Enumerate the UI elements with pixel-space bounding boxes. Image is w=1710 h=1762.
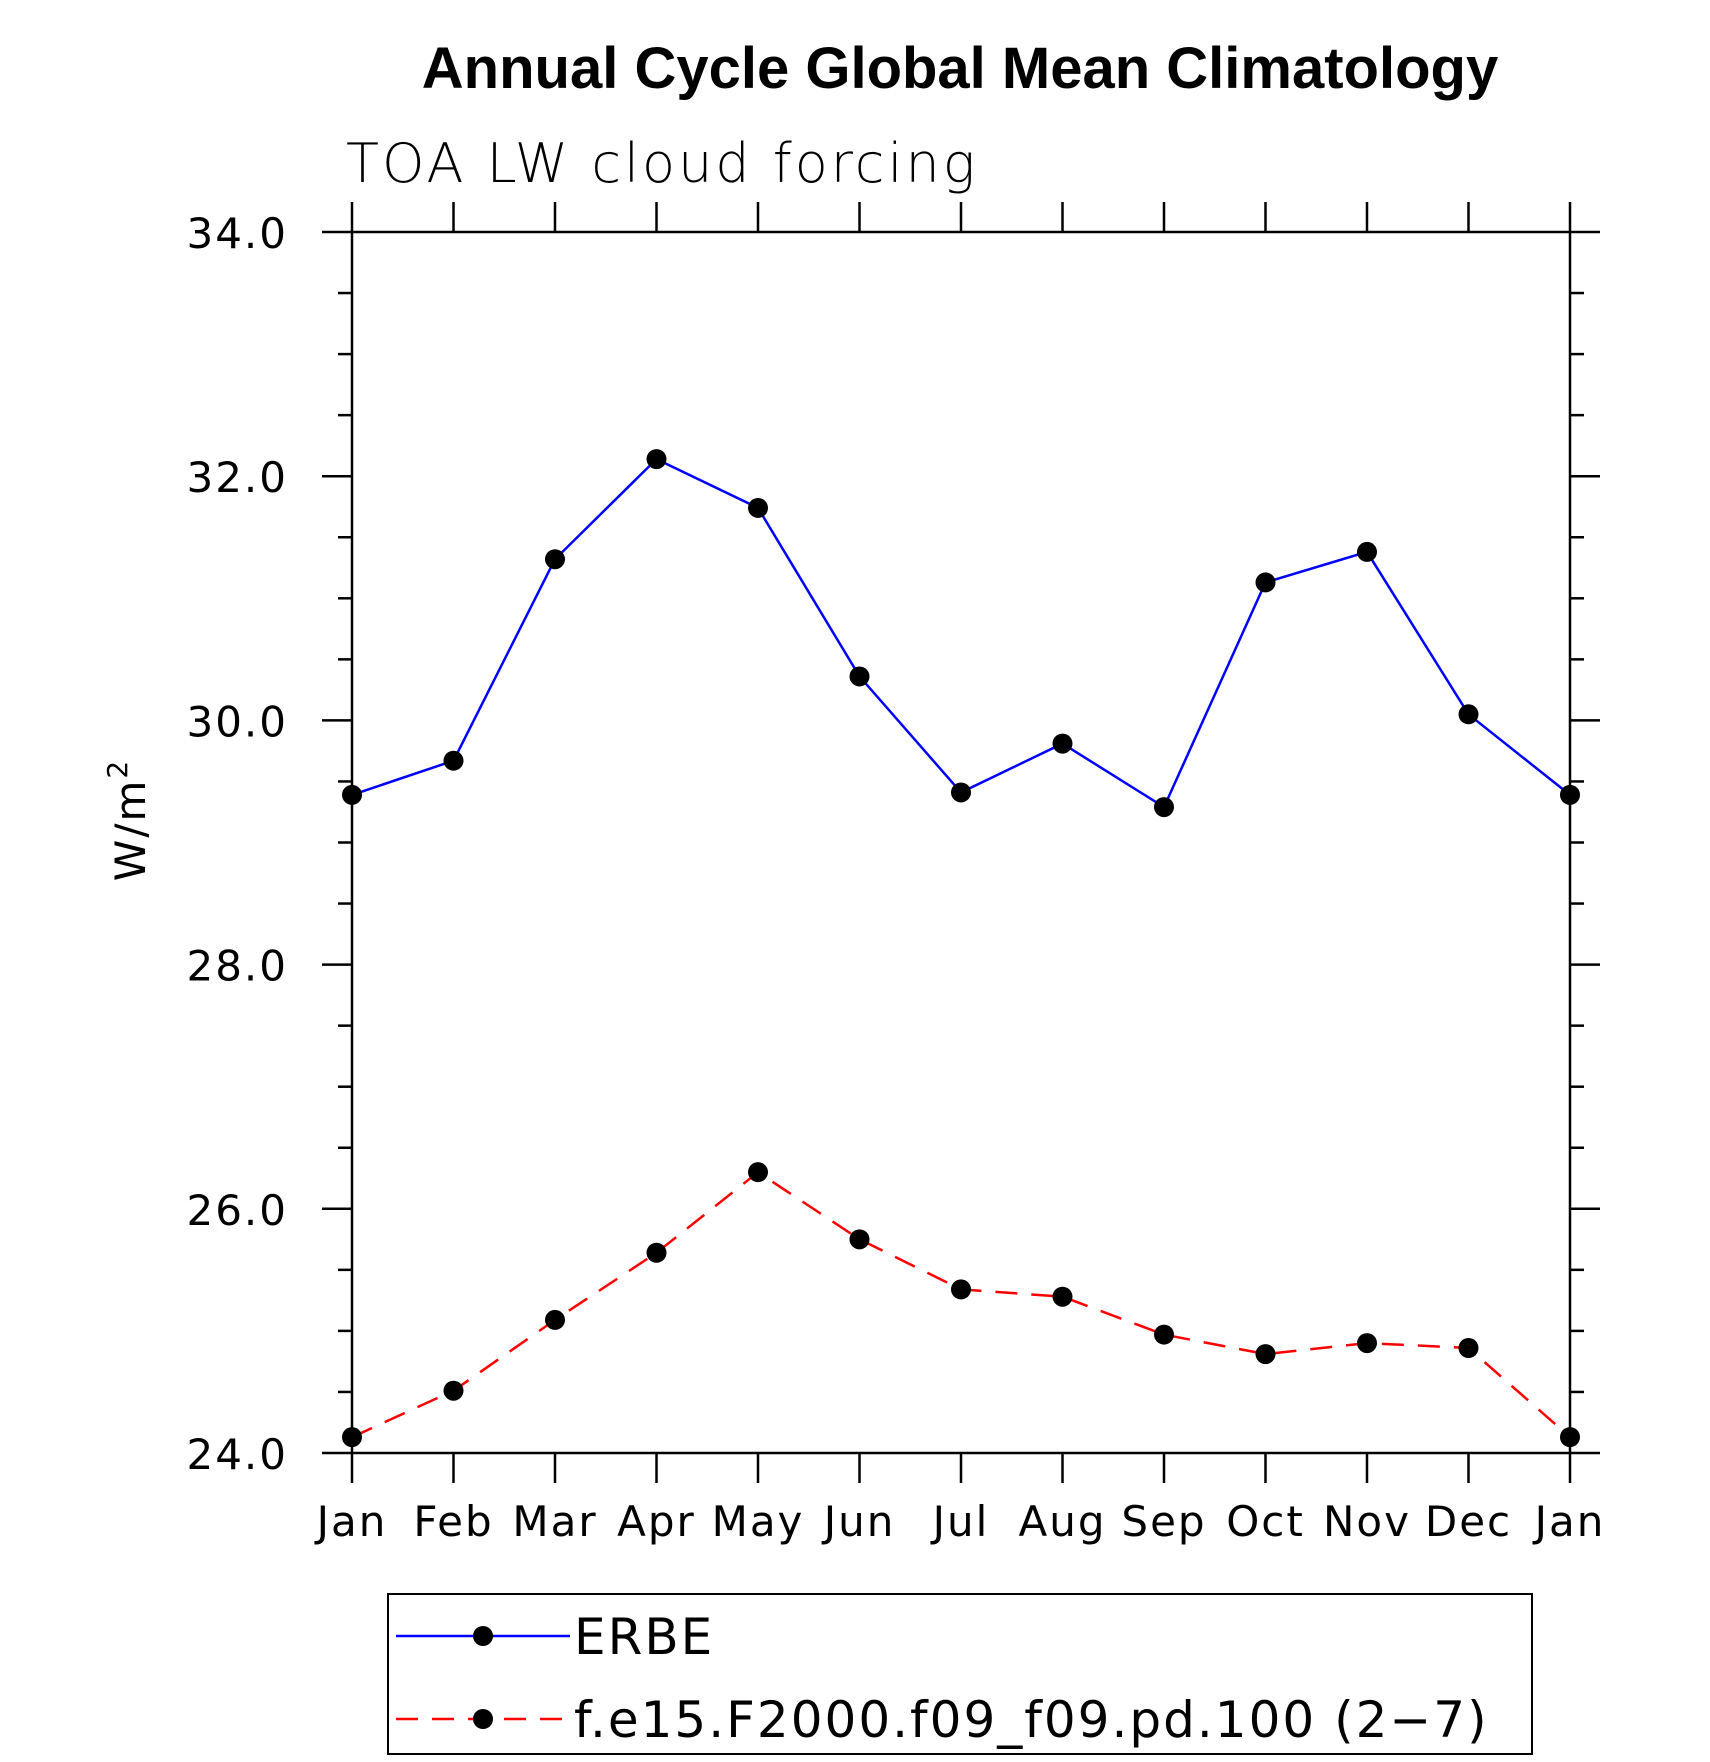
data-point [443, 1380, 464, 1401]
x-tick-label: Mar [512, 1497, 597, 1546]
plot-axes [350, 230, 1572, 1455]
data-point [951, 1279, 971, 1300]
data-point [1560, 1427, 1580, 1448]
data-point [951, 782, 971, 803]
x-tick-label: Dec [1425, 1497, 1512, 1546]
legend-label: ERBE [574, 1608, 714, 1666]
data-point [849, 666, 870, 687]
legend-marker [473, 1626, 493, 1646]
y-axis-label-superscript: 2 [101, 759, 134, 779]
series-line [351, 1170, 1571, 1439]
y-tick-label: 32.0 [186, 453, 288, 502]
data-point [443, 750, 464, 771]
x-tick-label: Feb [413, 1497, 493, 1546]
y-tick-label: 24.0 [186, 1430, 288, 1479]
x-tick-label: Aug [1018, 1497, 1106, 1546]
y-axis-label: W/m2 [101, 759, 155, 881]
legend-label: f.e15.F2000.f09_f09.pd.100 (2−7) [574, 1691, 1489, 1749]
x-tick-label: Jan [314, 1497, 388, 1546]
y-tick-label: 34.0 [186, 209, 288, 258]
x-axis-ticks: Jan Feb Mar Apr May Jun Jul Aug Sep Oct Nov Dec Jan [314, 202, 1606, 1546]
data-point [646, 1242, 667, 1263]
data-point [646, 449, 667, 470]
series-layer [342, 449, 1580, 1448]
data-point [342, 784, 362, 805]
data-point [1052, 1286, 1073, 1307]
series-0 [342, 449, 1580, 818]
data-point [748, 1162, 768, 1183]
x-tick-label: Apr [617, 1497, 696, 1546]
data-point [545, 1309, 565, 1330]
plot-frame [350, 230, 1572, 1455]
legend-entries: ERBE f.e15.F2000.f09_f09.pd.100 (2−7) [396, 1608, 1489, 1749]
legend: ERBE f.e15.F2000.f09_f09.pd.100 (2−7) [387, 1593, 1533, 1755]
x-tick-label: Jan [1532, 1497, 1606, 1546]
chart-title: Annual Cycle Global Mean Climatology [422, 36, 1498, 101]
data-point [849, 1229, 870, 1250]
data-point [1458, 704, 1479, 725]
series-line [351, 457, 1571, 809]
x-tick-label: Jun [821, 1497, 896, 1546]
x-tick-label: Sep [1121, 1497, 1206, 1546]
y-tick-label: 30.0 [186, 697, 288, 746]
x-tick-label: Nov [1323, 1497, 1411, 1546]
chart-subtitle: TOA LW cloud forcing [346, 132, 978, 195]
series-1 [342, 1162, 1580, 1448]
y-axis-label-text: W/m [106, 779, 155, 882]
x-tick-label: Oct [1226, 1497, 1305, 1546]
data-point [545, 549, 565, 570]
data-point [1357, 541, 1377, 562]
data-point [1255, 572, 1276, 593]
x-tick-label: Jul [930, 1497, 990, 1546]
data-point [1154, 797, 1174, 818]
data-point [748, 497, 768, 518]
data-point [1458, 1337, 1479, 1358]
legend-marker [473, 1709, 493, 1729]
data-point [1255, 1344, 1276, 1365]
y-tick-label: 28.0 [186, 942, 288, 991]
y-axis-ticks: 24.0 26.0 28.0 30.0 32.0 34.0 [186, 209, 1600, 1479]
data-point [1052, 733, 1073, 754]
data-point [1560, 784, 1580, 805]
data-point [1154, 1324, 1174, 1345]
y-tick-label: 26.0 [186, 1186, 288, 1235]
legend-box [387, 1593, 1533, 1755]
data-point [342, 1427, 362, 1448]
data-point [1357, 1333, 1377, 1354]
x-tick-label: May [712, 1497, 805, 1546]
